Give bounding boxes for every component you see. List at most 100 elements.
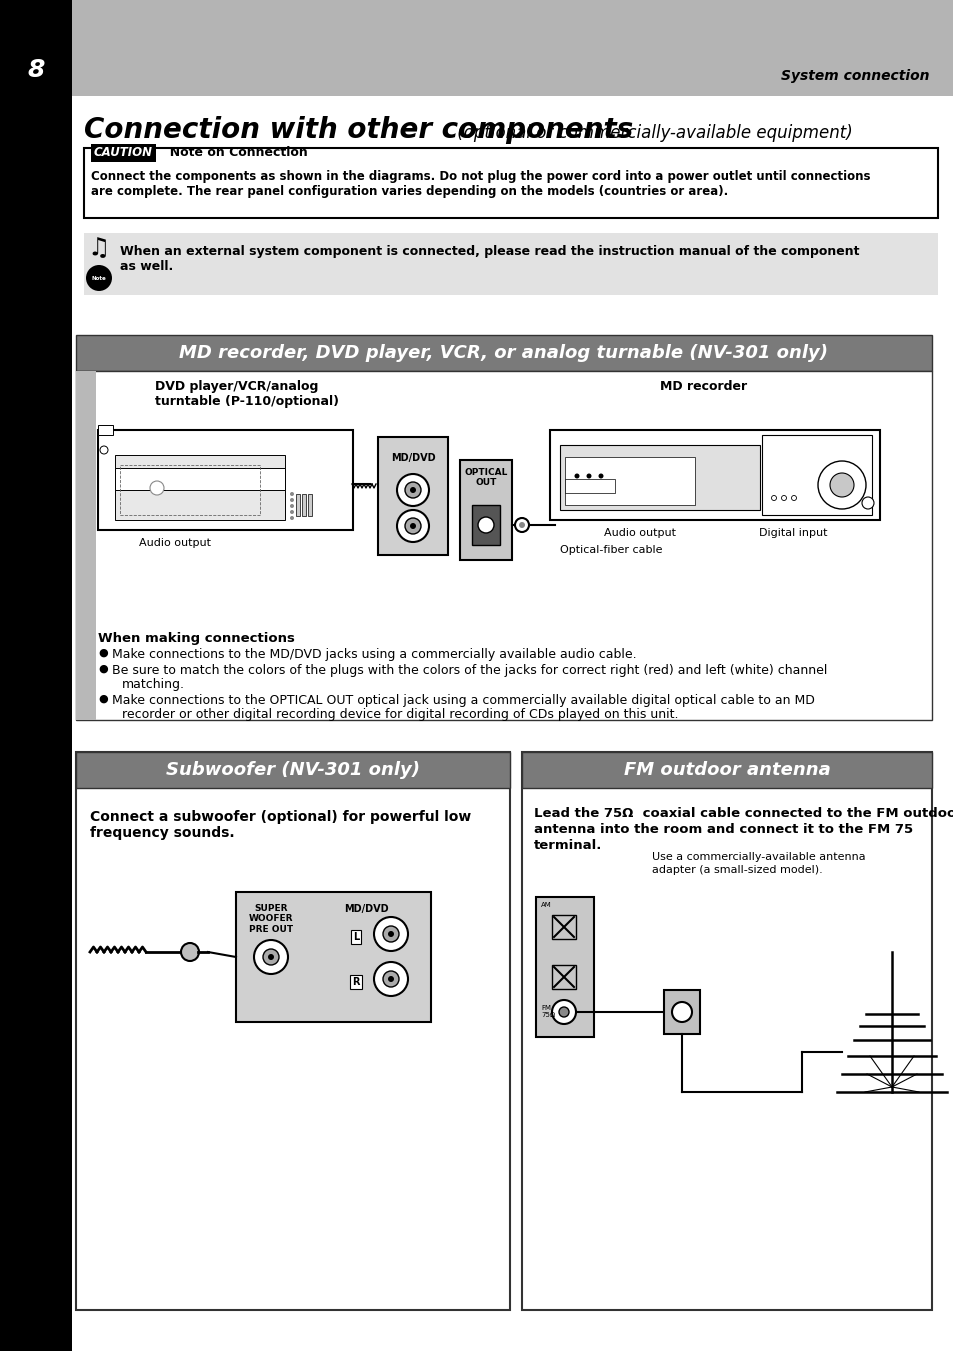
Text: AM: AM <box>540 902 551 908</box>
Circle shape <box>552 1000 576 1024</box>
Text: terminal.: terminal. <box>534 839 601 852</box>
Bar <box>120 465 260 515</box>
Text: recorder or other digital recording device for digital recording of CDs played o: recorder or other digital recording devi… <box>122 708 678 721</box>
Text: 8: 8 <box>28 58 45 82</box>
Bar <box>761 435 871 515</box>
Bar <box>550 430 879 520</box>
Circle shape <box>374 917 408 951</box>
Bar <box>98 430 353 530</box>
Circle shape <box>382 971 398 988</box>
Text: FM outdoor antenna: FM outdoor antenna <box>623 761 829 780</box>
Circle shape <box>671 1002 691 1021</box>
Circle shape <box>290 499 294 503</box>
Text: ♫: ♫ <box>88 236 111 259</box>
Bar <box>536 897 594 1038</box>
Bar <box>459 459 512 561</box>
Bar <box>76 753 510 1310</box>
Text: Connect a subwoofer (optional) for powerful low: Connect a subwoofer (optional) for power… <box>90 811 471 824</box>
Text: When an external system component is connected, please read the instruction manu: When an external system component is con… <box>120 245 859 258</box>
Text: Audio output: Audio output <box>139 538 211 549</box>
Bar <box>84 149 937 218</box>
Bar <box>564 480 615 493</box>
Text: Be sure to match the colors of the plugs with the colors of the jacks for correc: Be sure to match the colors of the plugs… <box>112 663 826 677</box>
Circle shape <box>290 516 294 520</box>
Circle shape <box>290 492 294 496</box>
Text: Subwoofer (NV-301 only): Subwoofer (NV-301 only) <box>166 761 419 780</box>
Circle shape <box>518 521 524 528</box>
Circle shape <box>574 473 578 478</box>
Text: adapter (a small-sized model).: adapter (a small-sized model). <box>651 865 821 875</box>
Text: Audio output: Audio output <box>603 528 676 538</box>
Circle shape <box>396 474 429 507</box>
Bar <box>115 455 285 520</box>
Text: OPTICAL
OUT: OPTICAL OUT <box>464 467 507 488</box>
Bar <box>377 436 448 555</box>
Circle shape <box>290 509 294 513</box>
Circle shape <box>410 486 416 493</box>
Text: Note: Note <box>91 276 107 281</box>
Circle shape <box>268 954 274 961</box>
Circle shape <box>477 517 494 534</box>
Circle shape <box>100 446 108 454</box>
Bar <box>76 372 96 720</box>
Text: antenna into the room and connect it to the FM 75: antenna into the room and connect it to … <box>534 823 912 836</box>
Text: Connection with other components: Connection with other components <box>84 116 633 145</box>
Circle shape <box>396 509 429 542</box>
Text: MD recorder, DVD player, VCR, or analog turnable (NV-301 only): MD recorder, DVD player, VCR, or analog … <box>179 345 827 362</box>
Circle shape <box>410 523 416 530</box>
Text: frequency sounds.: frequency sounds. <box>90 825 234 840</box>
Bar <box>552 965 576 989</box>
Bar <box>84 232 937 295</box>
Text: Preparation section: Preparation section <box>30 615 43 746</box>
Circle shape <box>388 975 394 982</box>
Text: L: L <box>353 932 358 942</box>
Text: MD/DVD: MD/DVD <box>343 904 388 915</box>
Bar <box>521 753 931 1310</box>
Text: ●: ● <box>98 663 108 674</box>
Text: FM
75Ω: FM 75Ω <box>540 1005 555 1019</box>
Circle shape <box>558 1006 568 1017</box>
Circle shape <box>150 481 164 494</box>
Text: System connection: System connection <box>781 69 929 82</box>
Text: Digital input: Digital input <box>758 528 826 538</box>
Text: Use a commercially-available antenna: Use a commercially-available antenna <box>651 852 864 862</box>
Circle shape <box>253 940 288 974</box>
Text: ●: ● <box>98 694 108 704</box>
Bar <box>302 494 306 516</box>
Bar <box>308 494 312 516</box>
Bar <box>115 467 285 490</box>
Bar <box>235 892 431 1021</box>
Circle shape <box>829 473 853 497</box>
Bar <box>76 372 931 720</box>
Text: Note on Connection: Note on Connection <box>161 146 308 159</box>
Bar <box>91 145 156 162</box>
Text: CAUTION: CAUTION <box>93 146 152 159</box>
Bar <box>521 753 931 788</box>
Text: SUPER
WOOFER
PRE OUT: SUPER WOOFER PRE OUT <box>249 904 293 934</box>
Bar <box>0 0 953 96</box>
Text: Optical-fiber cable: Optical-fiber cable <box>559 544 661 555</box>
Text: ●: ● <box>98 648 108 658</box>
Text: matching.: matching. <box>122 678 185 690</box>
Text: (optional or commercially-available equipment): (optional or commercially-available equi… <box>452 124 852 142</box>
Circle shape <box>598 473 603 478</box>
Bar <box>663 990 700 1034</box>
Bar <box>552 915 576 939</box>
Circle shape <box>263 948 278 965</box>
Circle shape <box>791 496 796 500</box>
Circle shape <box>388 931 394 938</box>
Bar <box>472 505 499 544</box>
Text: R: R <box>352 977 359 988</box>
Circle shape <box>586 473 591 478</box>
Text: When making connections: When making connections <box>98 632 294 644</box>
Circle shape <box>374 962 408 996</box>
Circle shape <box>862 497 873 509</box>
Circle shape <box>405 517 420 534</box>
Circle shape <box>781 496 785 500</box>
Bar <box>98 426 112 435</box>
Bar <box>76 335 931 372</box>
Text: DVD player/VCR/analog
turntable (P-110/optional): DVD player/VCR/analog turntable (P-110/o… <box>154 380 338 408</box>
Bar <box>0 0 71 1351</box>
Circle shape <box>86 265 112 290</box>
Circle shape <box>382 925 398 942</box>
